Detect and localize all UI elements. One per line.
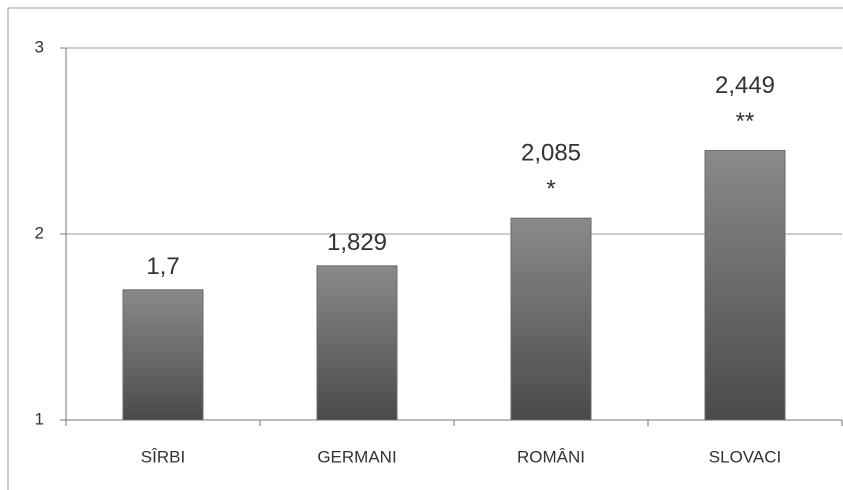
x-tick-label: ROMÂNI bbox=[517, 447, 585, 466]
y-tick-label: 2 bbox=[35, 223, 44, 242]
value-label: 1,829 bbox=[327, 229, 387, 256]
value-label: 2,449 bbox=[715, 72, 775, 99]
x-tick-label: SÎRBI bbox=[141, 447, 185, 466]
significance-mark: * bbox=[546, 176, 555, 203]
bar bbox=[316, 265, 398, 421]
bar bbox=[510, 217, 592, 421]
y-tick-label: 3 bbox=[35, 37, 44, 56]
x-tick-label: SLOVACI bbox=[709, 447, 781, 466]
value-label: 1,7 bbox=[146, 253, 179, 280]
value-label: 2,085 bbox=[521, 140, 581, 167]
bar bbox=[122, 289, 204, 421]
bar bbox=[704, 149, 786, 421]
x-tick-label: GERMANI bbox=[317, 447, 396, 466]
significance-mark: ** bbox=[736, 108, 755, 135]
y-tick-label: 1 bbox=[35, 409, 44, 428]
